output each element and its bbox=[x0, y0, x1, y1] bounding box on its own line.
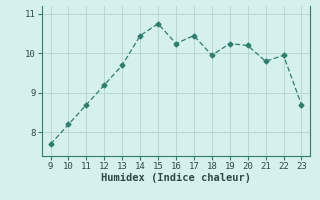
X-axis label: Humidex (Indice chaleur): Humidex (Indice chaleur) bbox=[101, 173, 251, 183]
